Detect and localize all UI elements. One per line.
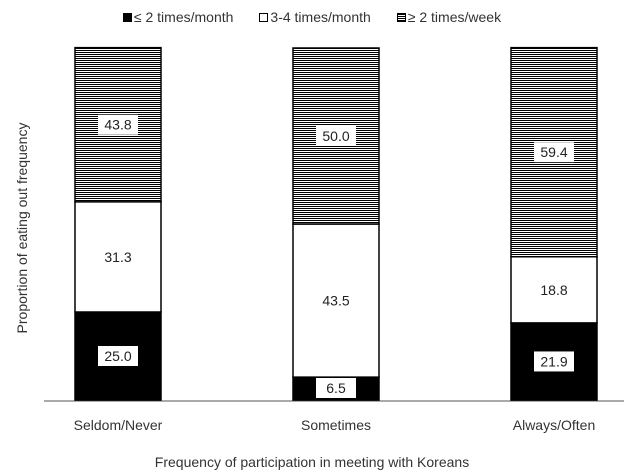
legend-label: ≤ 2 times/month — [133, 9, 234, 25]
data-label: 6.5 — [326, 380, 346, 396]
data-label-box — [98, 346, 138, 366]
data-label-box — [534, 142, 574, 163]
x-tick-label: Seldom/Never — [74, 417, 163, 433]
data-label: 43.5 — [322, 293, 349, 309]
legend-item-le2-month: ≤ 2 times/month — [122, 9, 234, 25]
bar-segment — [292, 223, 380, 378]
legend-item-3-4-month: 3-4 times/month — [259, 9, 371, 25]
data-label: 43.8 — [104, 117, 131, 133]
bar-segment — [510, 255, 598, 324]
legend-swatch-solid — [122, 12, 132, 22]
legend-swatch-striped — [396, 12, 406, 22]
data-label-box — [98, 114, 138, 135]
data-label: 21.9 — [540, 353, 567, 369]
chart-legend: ≤ 2 times/month 3-4 times/month ≥ 2 time… — [0, 9, 624, 25]
data-label: 18.8 — [540, 282, 567, 298]
x-tick-label: Sometimes — [301, 417, 371, 433]
x-axis-title: Frequency of participation in meeting wi… — [154, 454, 470, 470]
data-label: 25.0 — [104, 348, 131, 364]
legend-item-ge2-week: ≥ 2 times/week — [396, 9, 502, 25]
data-label: 50.0 — [322, 128, 349, 144]
data-label: 59.4 — [540, 144, 567, 160]
legend-swatch-empty — [259, 12, 269, 22]
legend-label: 3-4 times/month — [270, 9, 371, 25]
data-label: 31.3 — [104, 249, 131, 265]
data-label-box — [534, 351, 574, 372]
x-tick-label: Always/Often — [513, 417, 595, 433]
bar-segment — [74, 201, 162, 313]
data-label-box — [316, 126, 356, 146]
data-label-box — [316, 378, 356, 398]
legend-label: ≥ 2 times/week — [407, 9, 502, 25]
